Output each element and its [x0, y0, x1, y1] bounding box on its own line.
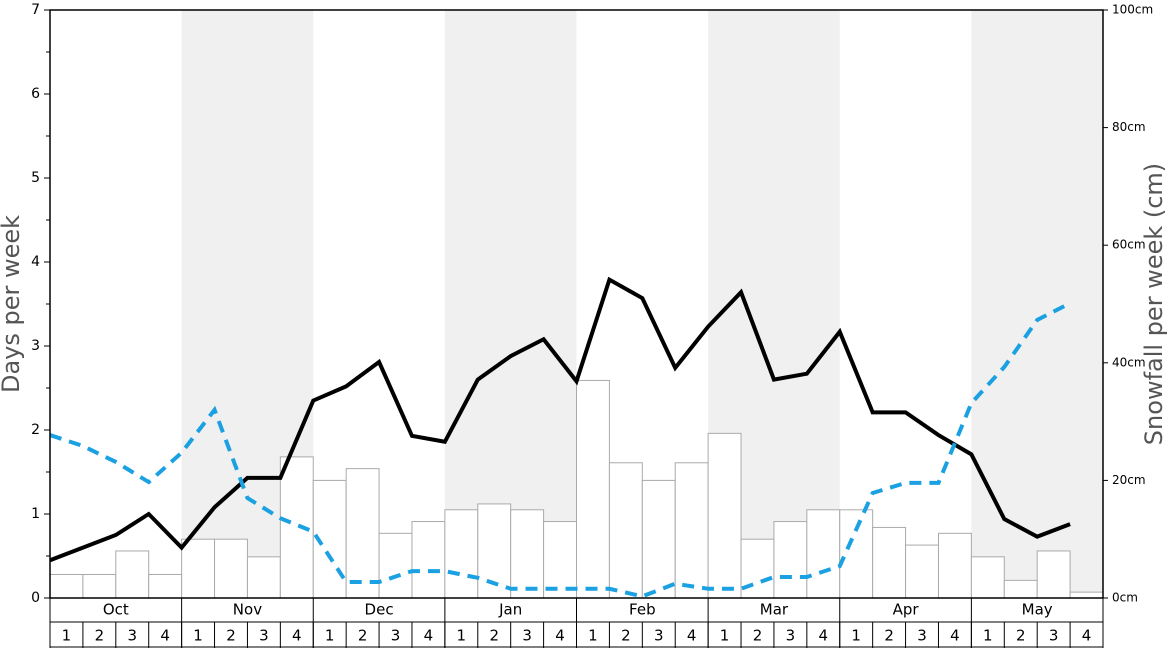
bar	[115, 550, 150, 599]
y-tick-label: 4	[31, 254, 40, 270]
month-label: May	[1022, 601, 1053, 619]
bar	[246, 556, 281, 599]
bar	[674, 462, 709, 599]
x-tick-label: 3	[1049, 627, 1059, 645]
bar	[181, 538, 216, 599]
line	[49, 276, 1071, 563]
y2-tick-label: 20cm	[1112, 473, 1146, 487]
x-tick-label: 3	[786, 627, 796, 645]
y-tick-label: 7	[31, 2, 40, 18]
month-band	[971, 10, 1103, 598]
y2-tick-label: 40cm	[1112, 355, 1146, 369]
x-tick-label: 4	[950, 627, 960, 645]
month-label: Feb	[629, 601, 656, 619]
x-tick-label: 3	[654, 627, 664, 645]
x-tick-label: 2	[1016, 627, 1026, 645]
y2-tick-label: 0cm	[1112, 591, 1138, 605]
x-tick-label: 2	[358, 627, 368, 645]
month-label: Dec	[365, 601, 394, 619]
x-tick-label: 1	[588, 627, 598, 645]
month-label: Jan	[498, 601, 522, 619]
bar	[378, 532, 413, 599]
y-tick-label: 5	[31, 170, 40, 186]
bar	[740, 538, 775, 599]
x-tick-label: 1	[193, 627, 203, 645]
x-tick-label: 2	[884, 627, 894, 645]
x-tick-label: 3	[391, 627, 401, 645]
bar	[905, 544, 939, 599]
x-tick-label: 3	[127, 627, 137, 645]
y2-tick-label: 100cm	[1112, 3, 1153, 17]
bar	[773, 521, 808, 599]
y-axis-label: Days per week	[0, 215, 25, 393]
bar	[806, 509, 841, 599]
bar	[214, 538, 248, 599]
bar	[608, 462, 643, 599]
y-tick-label: 2	[31, 422, 40, 438]
x-tick-label: 1	[457, 627, 467, 645]
bar	[148, 573, 183, 599]
x-tick-label: 4	[555, 627, 565, 645]
x-tick-label: 4	[424, 627, 434, 645]
x-tick-label: 2	[753, 627, 763, 645]
bar	[872, 526, 907, 599]
x-tick-label: 4	[687, 627, 697, 645]
x-tick-label: 4	[292, 627, 302, 645]
x-tick-label: 1	[720, 627, 730, 645]
x-tick-label: 1	[983, 627, 993, 645]
x-tick-label: 3	[917, 627, 927, 645]
y-tick-label: 1	[31, 506, 40, 522]
bar	[970, 556, 1005, 599]
dashed-line	[49, 301, 1072, 599]
y-tick-label: 0	[31, 590, 40, 606]
month-label: Apr	[893, 601, 920, 619]
month-band	[444, 10, 577, 598]
bar	[49, 573, 84, 599]
bar	[510, 509, 545, 599]
y-tick-label: 6	[31, 86, 40, 102]
y-tick-label: 3	[31, 338, 40, 354]
month-label: Nov	[233, 601, 262, 619]
x-tick-label: 3	[522, 627, 532, 645]
x-tick-label: 4	[819, 627, 829, 645]
x-tick-label: 2	[489, 627, 499, 645]
x-tick-label: 1	[62, 627, 72, 645]
bar	[279, 456, 314, 599]
x-tick-label: 2	[95, 627, 105, 645]
x-tick-label: 1	[851, 627, 861, 645]
bar	[1069, 591, 1104, 599]
bar	[839, 509, 874, 599]
bar	[444, 509, 479, 599]
bar	[345, 468, 380, 599]
x-tick-label: 4	[1082, 627, 1092, 645]
x-tick-label: 2	[226, 627, 236, 645]
x-tick-label: 2	[621, 627, 631, 645]
bar	[82, 573, 117, 599]
y2-axis-label: Snowfall per week (cm)	[1140, 163, 1168, 445]
bar	[1003, 579, 1038, 599]
x-tick-label: 4	[160, 627, 170, 645]
y2-tick-label: 60cm	[1112, 238, 1146, 252]
bar	[543, 521, 577, 599]
bar	[576, 379, 610, 599]
bar	[1036, 550, 1071, 599]
bar	[641, 479, 676, 599]
bar	[707, 432, 742, 599]
x-tick-label: 3	[259, 627, 269, 645]
month-label: Mar	[760, 601, 789, 619]
y2-tick-label: 80cm	[1112, 120, 1146, 134]
month-label: Oct	[103, 601, 129, 619]
bar	[411, 521, 446, 599]
bar	[937, 532, 972, 599]
x-tick-label: 1	[325, 627, 335, 645]
